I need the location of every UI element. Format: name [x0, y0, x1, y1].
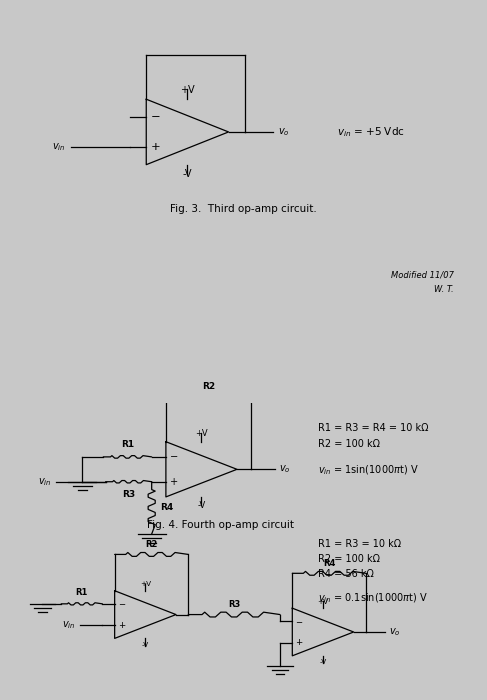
Text: $v_o$: $v_o$: [278, 126, 289, 138]
Text: $v_{in}$ = +5 Vdc: $v_{in}$ = +5 Vdc: [337, 125, 405, 139]
Text: -V: -V: [319, 659, 327, 665]
Text: R3: R3: [122, 490, 135, 499]
Text: $v_{in}$: $v_{in}$: [62, 620, 75, 631]
Text: +: +: [169, 477, 178, 486]
Text: $v_{in}$ = 1sin(1000$\pi$t) V: $v_{in}$ = 1sin(1000$\pi$t) V: [318, 463, 419, 477]
Text: R1 = R3 = R4 = 10 kΩ: R1 = R3 = R4 = 10 kΩ: [318, 423, 429, 433]
Text: R2 = 100 kΩ: R2 = 100 kΩ: [318, 554, 380, 564]
Text: W. T.: W. T.: [434, 285, 454, 294]
Text: R1 = R3 = 10 kΩ: R1 = R3 = 10 kΩ: [318, 539, 401, 549]
Text: R1: R1: [75, 589, 88, 598]
Text: $v_o$: $v_o$: [279, 463, 291, 475]
Text: -V: -V: [197, 500, 206, 510]
Text: +V: +V: [195, 429, 208, 438]
Text: Modified 11/07: Modified 11/07: [391, 270, 454, 279]
Text: +V: +V: [318, 598, 329, 605]
Text: +: +: [296, 638, 303, 648]
Text: −: −: [150, 112, 160, 122]
Text: $v_{in}$: $v_{in}$: [52, 141, 66, 153]
Text: R1: R1: [121, 440, 134, 449]
Text: −: −: [118, 599, 125, 608]
Text: +: +: [118, 621, 125, 630]
Text: +: +: [150, 141, 160, 152]
Text: Fig. 3.  Third op-amp circuit.: Fig. 3. Third op-amp circuit.: [170, 204, 317, 214]
Text: R4 = 56 kΩ: R4 = 56 kΩ: [318, 569, 374, 579]
Text: $v_{in}$ = 0.1sin(1000$\pi$t) V: $v_{in}$ = 0.1sin(1000$\pi$t) V: [318, 592, 428, 605]
Text: Fig. 4. Fourth op-amp circuit: Fig. 4. Fourth op-amp circuit: [147, 519, 294, 529]
Text: R4: R4: [323, 559, 336, 568]
Text: R2: R2: [202, 382, 215, 391]
Text: -V: -V: [183, 169, 192, 179]
Text: $v_o$: $v_o$: [389, 626, 401, 638]
Text: R3: R3: [228, 600, 240, 609]
Text: R2 = 100 kΩ: R2 = 100 kΩ: [318, 439, 380, 449]
Text: R2: R2: [145, 540, 158, 549]
Text: −: −: [296, 617, 302, 626]
Text: +V: +V: [140, 582, 151, 587]
Text: -V: -V: [142, 642, 149, 648]
Text: R4: R4: [160, 503, 173, 512]
Text: −: −: [169, 452, 178, 462]
Text: +V: +V: [180, 85, 195, 95]
Text: $v_{in}$: $v_{in}$: [38, 476, 52, 488]
